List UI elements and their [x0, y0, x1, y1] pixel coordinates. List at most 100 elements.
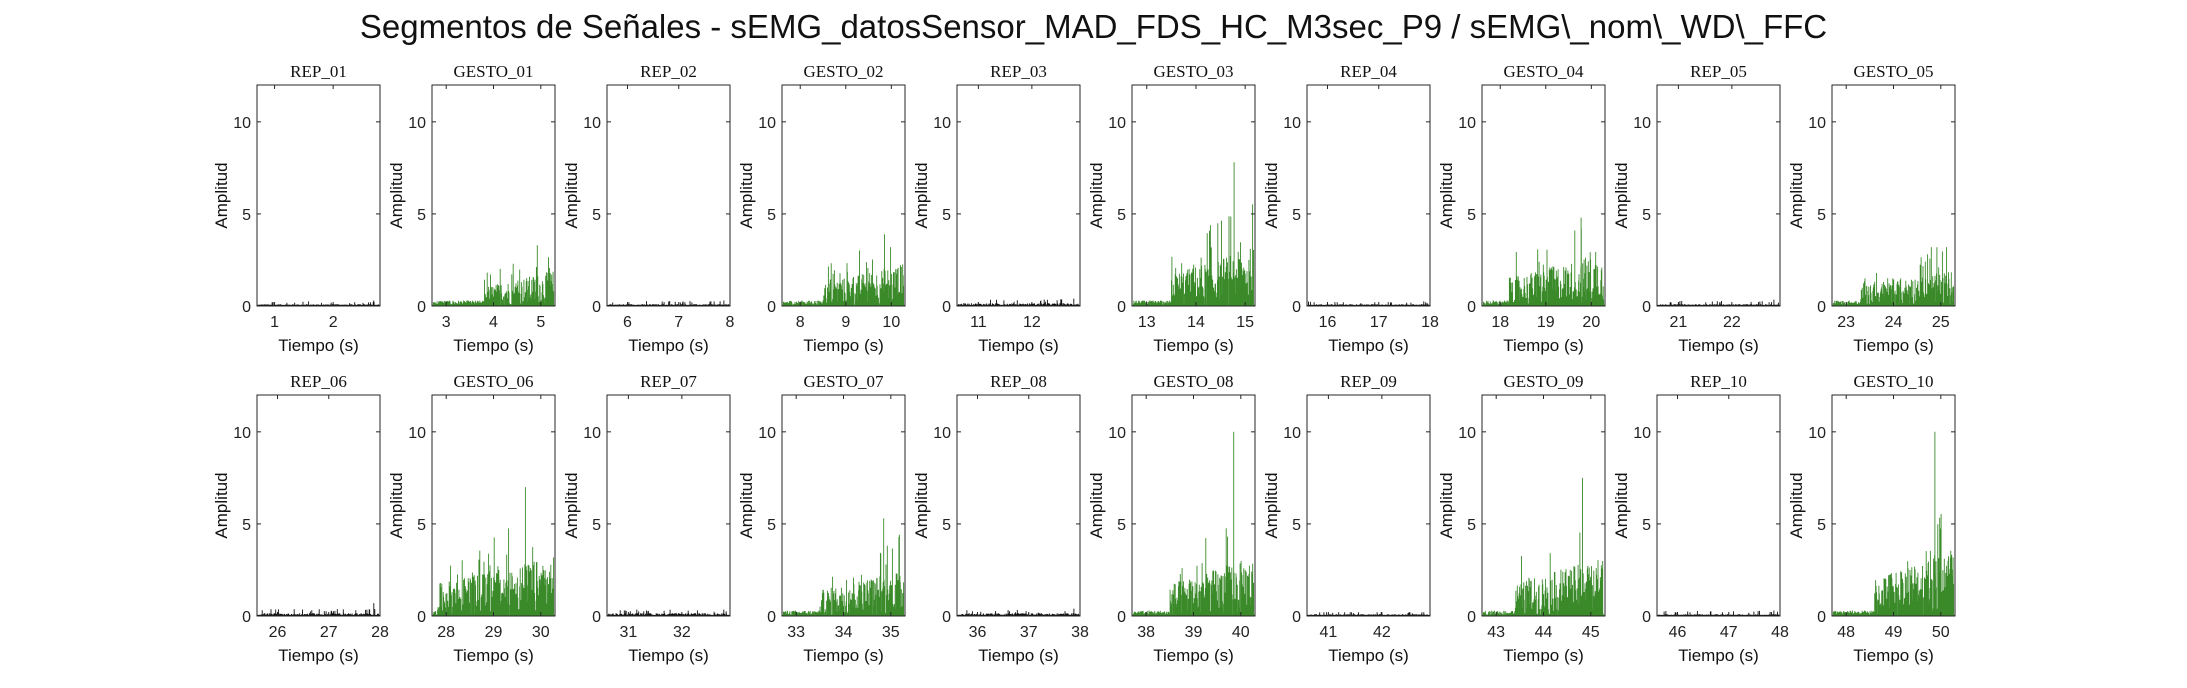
y-axis-label: Amplitud [1087, 472, 1106, 538]
x-axis-label: Tiempo (s) [803, 646, 884, 665]
y-tick-label: 0 [1642, 299, 1651, 316]
x-axis-label: Tiempo (s) [1853, 336, 1934, 355]
x-tick-label: 25 [1932, 314, 1950, 331]
x-axis-label: Tiempo (s) [278, 646, 359, 665]
subplot-title: GESTO_01 [454, 62, 534, 81]
y-axis-label: Amplitud [562, 472, 581, 538]
x-tick-label: 43 [1487, 624, 1505, 641]
x-tick-label: 32 [673, 624, 691, 641]
axes-box [606, 84, 731, 307]
y-tick-label: 5 [1117, 517, 1126, 534]
x-axis-label: Tiempo (s) [1503, 646, 1584, 665]
y-tick-label: 0 [417, 609, 426, 626]
y-axis-label: Amplitud [1612, 162, 1631, 228]
y-tick-label: 10 [1808, 425, 1826, 442]
y-tick-label: 0 [592, 609, 601, 626]
x-axis-label: Tiempo (s) [978, 336, 1059, 355]
x-tick-label: 29 [485, 624, 503, 641]
y-axis-label: Amplitud [1612, 472, 1631, 538]
y-tick-label: 10 [933, 425, 951, 442]
signal-trace [958, 608, 1079, 616]
x-tick-label: 34 [835, 624, 853, 641]
signal-trace [958, 298, 1079, 306]
x-tick-label: 49 [1885, 624, 1903, 641]
y-tick-label: 10 [583, 115, 601, 132]
y-tick-label: 0 [1117, 299, 1126, 316]
subplot-title: GESTO_10 [1854, 372, 1934, 391]
y-axis-label: Amplitud [1787, 162, 1806, 228]
y-tick-label: 5 [592, 207, 601, 224]
y-tick-label: 5 [417, 207, 426, 224]
y-tick-label: 10 [1283, 115, 1301, 132]
signal-trace [258, 603, 379, 616]
y-tick-label: 0 [767, 299, 776, 316]
y-tick-label: 10 [408, 425, 426, 442]
y-tick-label: 0 [942, 299, 951, 316]
y-axis-label: Amplitud [212, 472, 231, 538]
subplot-gesto-02: GESTO_02 0 5 10 8 9 10 Tiempo (s) Amplitud [737, 62, 906, 355]
axes-box [1481, 84, 1606, 307]
y-tick-label: 5 [767, 517, 776, 534]
axes-box [1306, 394, 1431, 617]
signal-trace [1133, 162, 1254, 306]
y-tick-label: 10 [1458, 425, 1476, 442]
x-axis-label: Tiempo (s) [1678, 336, 1759, 355]
x-axis-label: Tiempo (s) [628, 336, 709, 355]
x-tick-label: 8 [726, 314, 735, 331]
subplot-title: GESTO_02 [804, 62, 884, 81]
y-tick-label: 5 [942, 517, 951, 534]
x-tick-label: 11 [970, 314, 987, 331]
y-tick-label: 10 [1283, 425, 1301, 442]
subplot-rep-01: REP_01 0 5 10 1 2 Tiempo (s) Amplitud [212, 62, 381, 355]
x-tick-label: 12 [1023, 314, 1041, 331]
subplot-gesto-08: GESTO_08 0 5 10 38 39 40 Tiempo (s) Amplitud [1087, 372, 1256, 665]
x-tick-label: 44 [1535, 624, 1553, 641]
subplot-title: GESTO_06 [454, 372, 534, 391]
y-tick-label: 5 [1117, 207, 1126, 224]
x-tick-label: 8 [796, 314, 805, 331]
subplot-title: REP_10 [1690, 372, 1747, 391]
subplot-gesto-07: GESTO_07 0 5 10 33 34 35 Tiempo (s) Amplitud [737, 372, 906, 665]
x-tick-label: 15 [1236, 314, 1254, 331]
y-tick-label: 0 [242, 609, 251, 626]
x-tick-label: 1 [270, 314, 279, 331]
axes-box [1831, 394, 1956, 617]
y-axis-label: Amplitud [562, 162, 581, 228]
subplot-gesto-04: GESTO_04 0 5 10 18 19 20 Tiempo (s) Amplitud [1437, 62, 1606, 355]
subplot-gesto-10: GESTO_10 0 5 10 48 49 50 Tiempo (s) Amplitud [1787, 372, 1956, 665]
y-tick-label: 0 [1467, 609, 1476, 626]
subplot-title: GESTO_04 [1504, 62, 1584, 81]
x-tick-label: 28 [437, 624, 455, 641]
subplot-rep-07: REP_07 0 5 10 31 32 Tiempo (s) Amplitud [562, 372, 731, 665]
y-axis-label: Amplitud [737, 472, 756, 538]
y-tick-label: 10 [1458, 115, 1476, 132]
signal-trace [1832, 247, 1955, 306]
y-axis-label: Amplitud [387, 162, 406, 228]
axes-box [1131, 84, 1256, 307]
x-tick-label: 14 [1187, 314, 1205, 331]
subplot-title: GESTO_03 [1154, 62, 1234, 81]
x-tick-label: 26 [269, 624, 287, 641]
x-tick-label: 28 [371, 624, 389, 641]
y-tick-label: 10 [1808, 115, 1826, 132]
x-axis-label: Tiempo (s) [1853, 646, 1934, 665]
x-tick-label: 20 [1582, 314, 1600, 331]
axes-box [1656, 84, 1781, 307]
x-axis-label: Tiempo (s) [803, 336, 884, 355]
x-tick-label: 7 [674, 314, 683, 331]
y-tick-label: 5 [942, 207, 951, 224]
y-tick-label: 5 [1292, 207, 1301, 224]
x-tick-label: 5 [536, 314, 545, 331]
y-tick-label: 5 [1817, 517, 1826, 534]
subplot-rep-05: REP_05 0 5 10 21 22 Tiempo (s) Amplitud [1612, 62, 1781, 355]
y-tick-label: 5 [242, 207, 251, 224]
subplot-title: REP_07 [640, 372, 697, 391]
subplot-rep-10: REP_10 0 5 10 46 47 48 Tiempo (s) Amplitud [1612, 372, 1789, 665]
y-tick-label: 5 [1467, 207, 1476, 224]
subplot-title: REP_01 [290, 62, 347, 81]
y-tick-label: 10 [933, 115, 951, 132]
axes-box [256, 84, 381, 307]
x-tick-label: 21 [1669, 314, 1687, 331]
x-tick-label: 18 [1491, 314, 1509, 331]
subplot-title: REP_08 [990, 372, 1047, 391]
